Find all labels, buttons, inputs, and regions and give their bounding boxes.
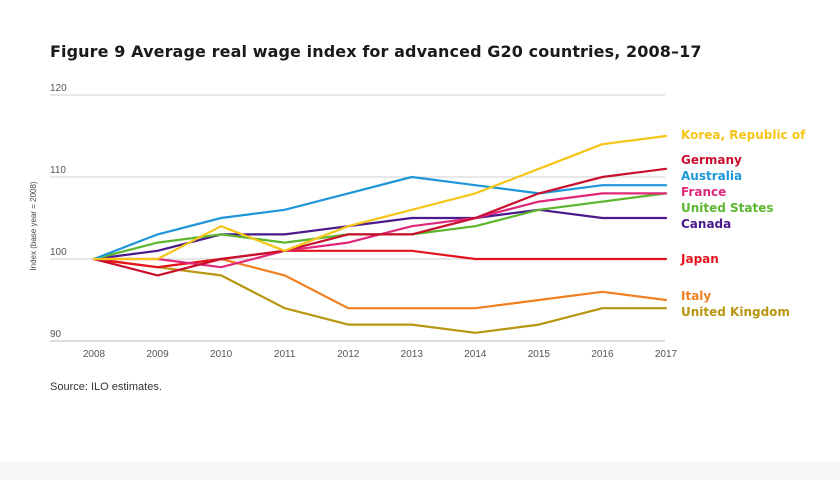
x-tick-label: 2016 bbox=[591, 349, 614, 360]
legend: Korea, Republic of Germany Australia France… bbox=[680, 128, 806, 319]
legend-label-japan: Japan bbox=[680, 252, 719, 266]
legend-label-australia: Australia bbox=[681, 169, 742, 183]
figure-source: Source: ILO estimates. bbox=[50, 381, 162, 393]
x-tick-label: 2010 bbox=[210, 349, 233, 360]
series-line-germany bbox=[92, 167, 668, 277]
x-tick-label: 2013 bbox=[401, 349, 424, 360]
page-footer-band bbox=[0, 462, 840, 480]
series-line-united-states bbox=[92, 192, 668, 261]
y-axis-title: Index (base year = 2008) bbox=[29, 181, 38, 271]
x-tick-label: 2014 bbox=[464, 349, 487, 360]
x-tick-label: 2015 bbox=[528, 349, 551, 360]
series-line-korea-republic-of bbox=[92, 134, 668, 261]
x-tick-label: 2011 bbox=[274, 349, 296, 360]
x-tick-label: 2017 bbox=[655, 349, 678, 360]
series-lines bbox=[92, 134, 668, 334]
series-line-united-kingdom bbox=[92, 257, 668, 334]
series-line-italy bbox=[92, 257, 668, 310]
y-axis: 90 100 110 120 bbox=[50, 83, 67, 340]
y-tick-label: 120 bbox=[50, 83, 67, 94]
series-line-australia bbox=[92, 175, 668, 261]
gridlines bbox=[50, 94, 665, 342]
legend-label-germany: Germany bbox=[681, 153, 742, 167]
legend-label-united-kingdom: United Kingdom bbox=[681, 305, 790, 319]
x-axis: 2008 2009 2010 2011 2012 2013 2014 2015 2016 2017 bbox=[83, 349, 678, 360]
legend-label-italy: Italy bbox=[681, 289, 711, 303]
legend-label-canada: Canada bbox=[681, 217, 731, 231]
x-tick-label: 2012 bbox=[337, 349, 360, 360]
legend-label-united-states: United States bbox=[681, 201, 774, 215]
y-tick-label: 90 bbox=[50, 329, 62, 340]
legend-label-korea-republic-of: Korea, Republic of bbox=[681, 128, 806, 142]
y-tick-label: 100 bbox=[50, 247, 67, 258]
legend-label-france: France bbox=[681, 185, 726, 199]
figure-title: Figure 9 Average real wage index for adv… bbox=[50, 42, 702, 61]
x-tick-label: 2009 bbox=[146, 349, 169, 360]
y-tick-label: 110 bbox=[50, 165, 66, 176]
x-tick-label: 2008 bbox=[83, 349, 106, 360]
